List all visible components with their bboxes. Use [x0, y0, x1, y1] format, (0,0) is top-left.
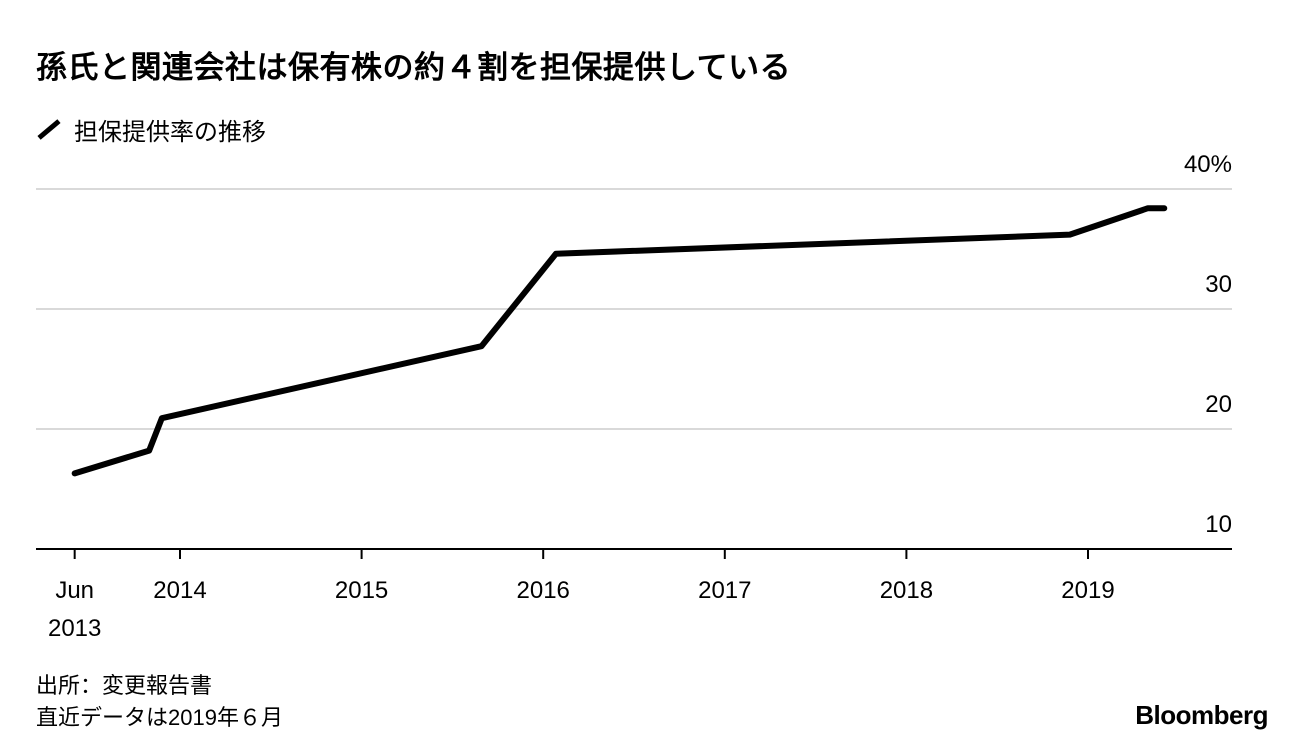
- x-tick-label: 2019: [1061, 577, 1114, 604]
- bloomberg-logo: Bloomberg: [1135, 700, 1268, 730]
- x-tick-label: 2017: [698, 577, 751, 604]
- legend-label: 担保提供率の推移: [74, 119, 266, 146]
- x-tick-label: 2018: [880, 577, 933, 604]
- legend: 担保提供率の推移: [36, 112, 266, 147]
- series-line: [71, 205, 1168, 477]
- chart-title: 孫氏と関連会社は保有株の約４割を担保提供している: [36, 50, 792, 85]
- y-tick-label: 30: [1205, 271, 1232, 298]
- source-note: 出所：変更報告書: [36, 673, 213, 698]
- x-tick-label: 2014: [153, 577, 206, 604]
- x-tick-label: 2016: [517, 577, 570, 604]
- x-tick-label-year: 2013: [48, 615, 101, 642]
- data-note: 直近データは2019年６月: [36, 705, 283, 730]
- y-tick-label: 20: [1205, 391, 1232, 418]
- x-tick-label: Jun: [55, 577, 94, 604]
- y-tick-label: 10: [1205, 511, 1232, 538]
- y-tick-label: 40%: [1184, 151, 1232, 178]
- x-tick-label: 2015: [335, 577, 388, 604]
